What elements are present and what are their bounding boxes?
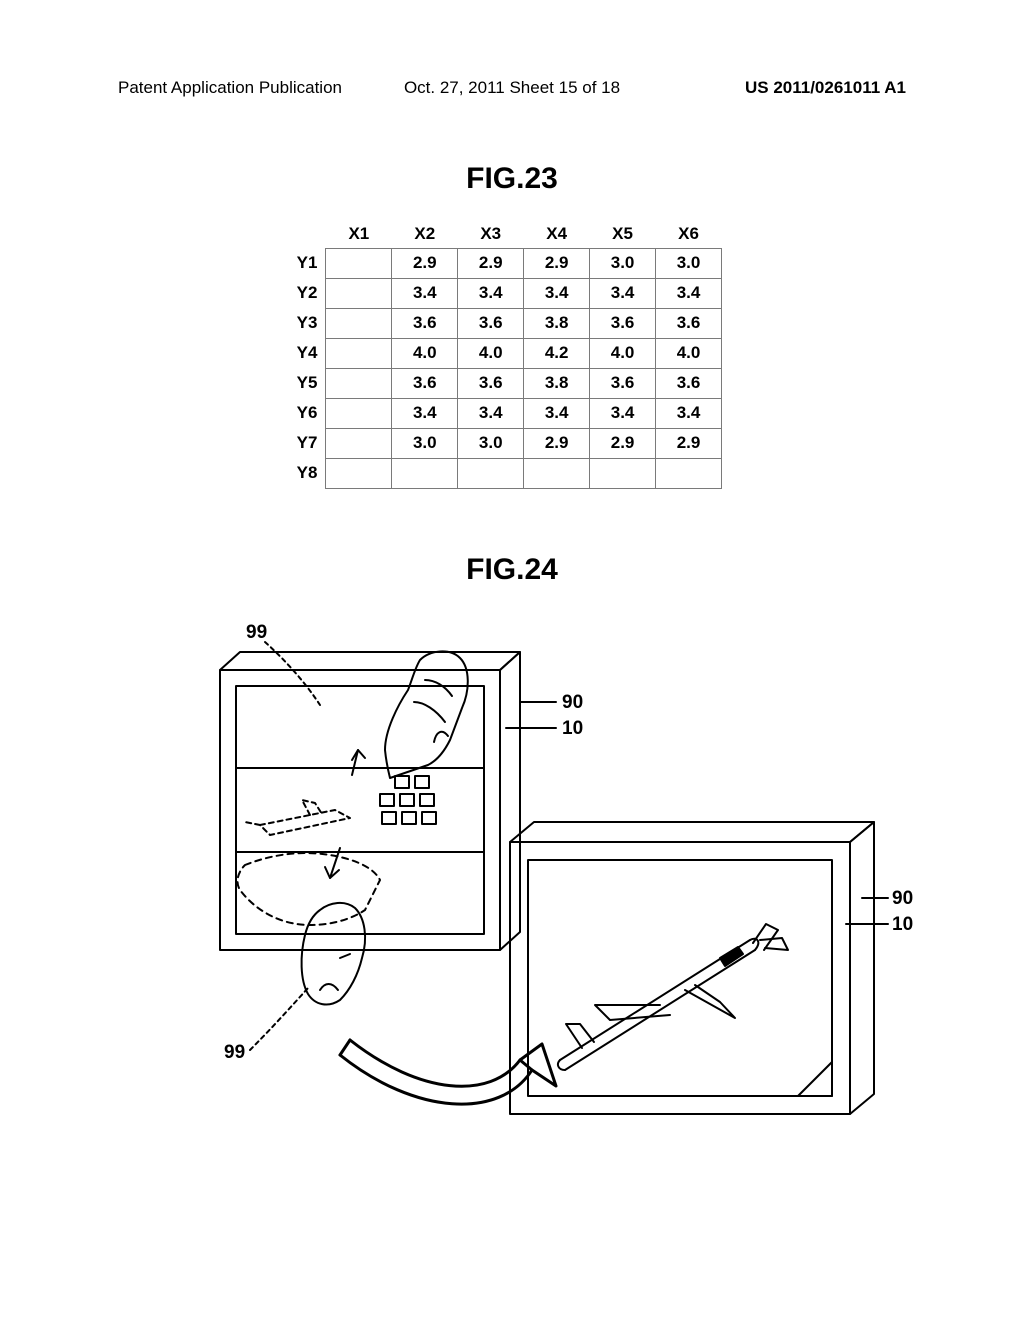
- table-cell: [326, 458, 392, 488]
- table-cell: 3.4: [524, 398, 590, 428]
- table-cell: 2.9: [392, 248, 458, 278]
- table-row: Y33.63.63.83.63.6: [260, 308, 722, 338]
- table-cell: 3.6: [458, 308, 524, 338]
- row-head: Y2: [260, 278, 326, 308]
- col-head: X6: [656, 220, 722, 248]
- table-cell: 2.9: [656, 428, 722, 458]
- table-cell: 3.4: [458, 278, 524, 308]
- table-row: Y73.03.02.92.92.9: [260, 428, 722, 458]
- table-cell: 3.4: [656, 398, 722, 428]
- ref-10-right: 10: [892, 914, 913, 936]
- table-cell: [326, 308, 392, 338]
- header-left: Patent Application Publication: [118, 78, 342, 98]
- table-cell: [326, 248, 392, 278]
- ref-99-bottom: 99: [224, 1042, 245, 1064]
- table-cell: 3.6: [590, 308, 656, 338]
- ref-10-left: 10: [562, 718, 583, 740]
- table-cell: 4.0: [656, 338, 722, 368]
- table-cell: 3.4: [590, 278, 656, 308]
- table-row: Y23.43.43.43.43.4: [260, 278, 722, 308]
- fig24-svg: [190, 610, 890, 1150]
- table-cell: [326, 278, 392, 308]
- table-cell: 3.6: [656, 308, 722, 338]
- row-head: Y8: [260, 458, 326, 488]
- table-row: Y12.92.92.93.03.0: [260, 248, 722, 278]
- table-cell: 3.0: [458, 428, 524, 458]
- col-head: X5: [590, 220, 656, 248]
- row-head: Y4: [260, 338, 326, 368]
- table-cell: 3.6: [656, 368, 722, 398]
- table-cell: 3.0: [590, 248, 656, 278]
- table-cell: [524, 458, 590, 488]
- table-cell: [458, 458, 524, 488]
- table-cell: 2.9: [458, 248, 524, 278]
- table-header-row: X1 X2 X3 X4 X5 X6: [260, 220, 722, 248]
- col-head: X2: [392, 220, 458, 248]
- row-head: Y3: [260, 308, 326, 338]
- col-head: X1: [326, 220, 392, 248]
- table-cell: 4.2: [524, 338, 590, 368]
- table-cell: 3.4: [524, 278, 590, 308]
- page-header: Patent Application Publication Oct. 27, …: [0, 78, 1024, 98]
- table-row: Y8: [260, 458, 722, 488]
- table-row: Y53.63.63.83.63.6: [260, 368, 722, 398]
- ref-90-right: 90: [892, 888, 913, 910]
- table-cell: 3.6: [392, 368, 458, 398]
- fig23-title: FIG.23: [0, 162, 1024, 196]
- row-head: Y6: [260, 398, 326, 428]
- table-cell: 3.4: [392, 398, 458, 428]
- table-cell: 3.4: [392, 278, 458, 308]
- table-cell: 3.6: [392, 308, 458, 338]
- table-cell: 3.8: [524, 368, 590, 398]
- table-cell: 3.4: [590, 398, 656, 428]
- table-cell: [326, 398, 392, 428]
- table-cell: 3.6: [590, 368, 656, 398]
- table-cell: 3.8: [524, 308, 590, 338]
- table-cell: 4.0: [392, 338, 458, 368]
- table-cell: 2.9: [524, 428, 590, 458]
- table-cell: [326, 338, 392, 368]
- table-cell: 3.0: [392, 428, 458, 458]
- table-cell: 3.4: [458, 398, 524, 428]
- table-row: Y44.04.04.24.04.0: [260, 338, 722, 368]
- row-head: Y1: [260, 248, 326, 278]
- table-cell: 3.0: [656, 248, 722, 278]
- corner-cell: [260, 220, 326, 248]
- row-head: Y5: [260, 368, 326, 398]
- fig23-table: X1 X2 X3 X4 X5 X6 Y12.92.92.93.03.0Y23.4…: [260, 220, 722, 489]
- fig24-title: FIG.24: [0, 553, 1024, 587]
- table-cell: 4.0: [458, 338, 524, 368]
- table-cell: [656, 458, 722, 488]
- table-cell: 4.0: [590, 338, 656, 368]
- header-right: US 2011/0261011 A1: [745, 78, 906, 98]
- ref-90-left: 90: [562, 692, 583, 714]
- table-row: Y63.43.43.43.43.4: [260, 398, 722, 428]
- table-cell: 2.9: [590, 428, 656, 458]
- table-cell: 2.9: [524, 248, 590, 278]
- header-mid: Oct. 27, 2011 Sheet 15 of 18: [404, 78, 620, 98]
- table-cell: 3.4: [656, 278, 722, 308]
- row-head: Y7: [260, 428, 326, 458]
- table-cell: [326, 368, 392, 398]
- ref-99-top: 99: [246, 622, 267, 644]
- table-cell: [392, 458, 458, 488]
- table-cell: [590, 458, 656, 488]
- table-cell: [326, 428, 392, 458]
- col-head: X3: [458, 220, 524, 248]
- table-cell: 3.6: [458, 368, 524, 398]
- col-head: X4: [524, 220, 590, 248]
- fig24-illustration: 99 99 90 10 90 10: [190, 610, 890, 1150]
